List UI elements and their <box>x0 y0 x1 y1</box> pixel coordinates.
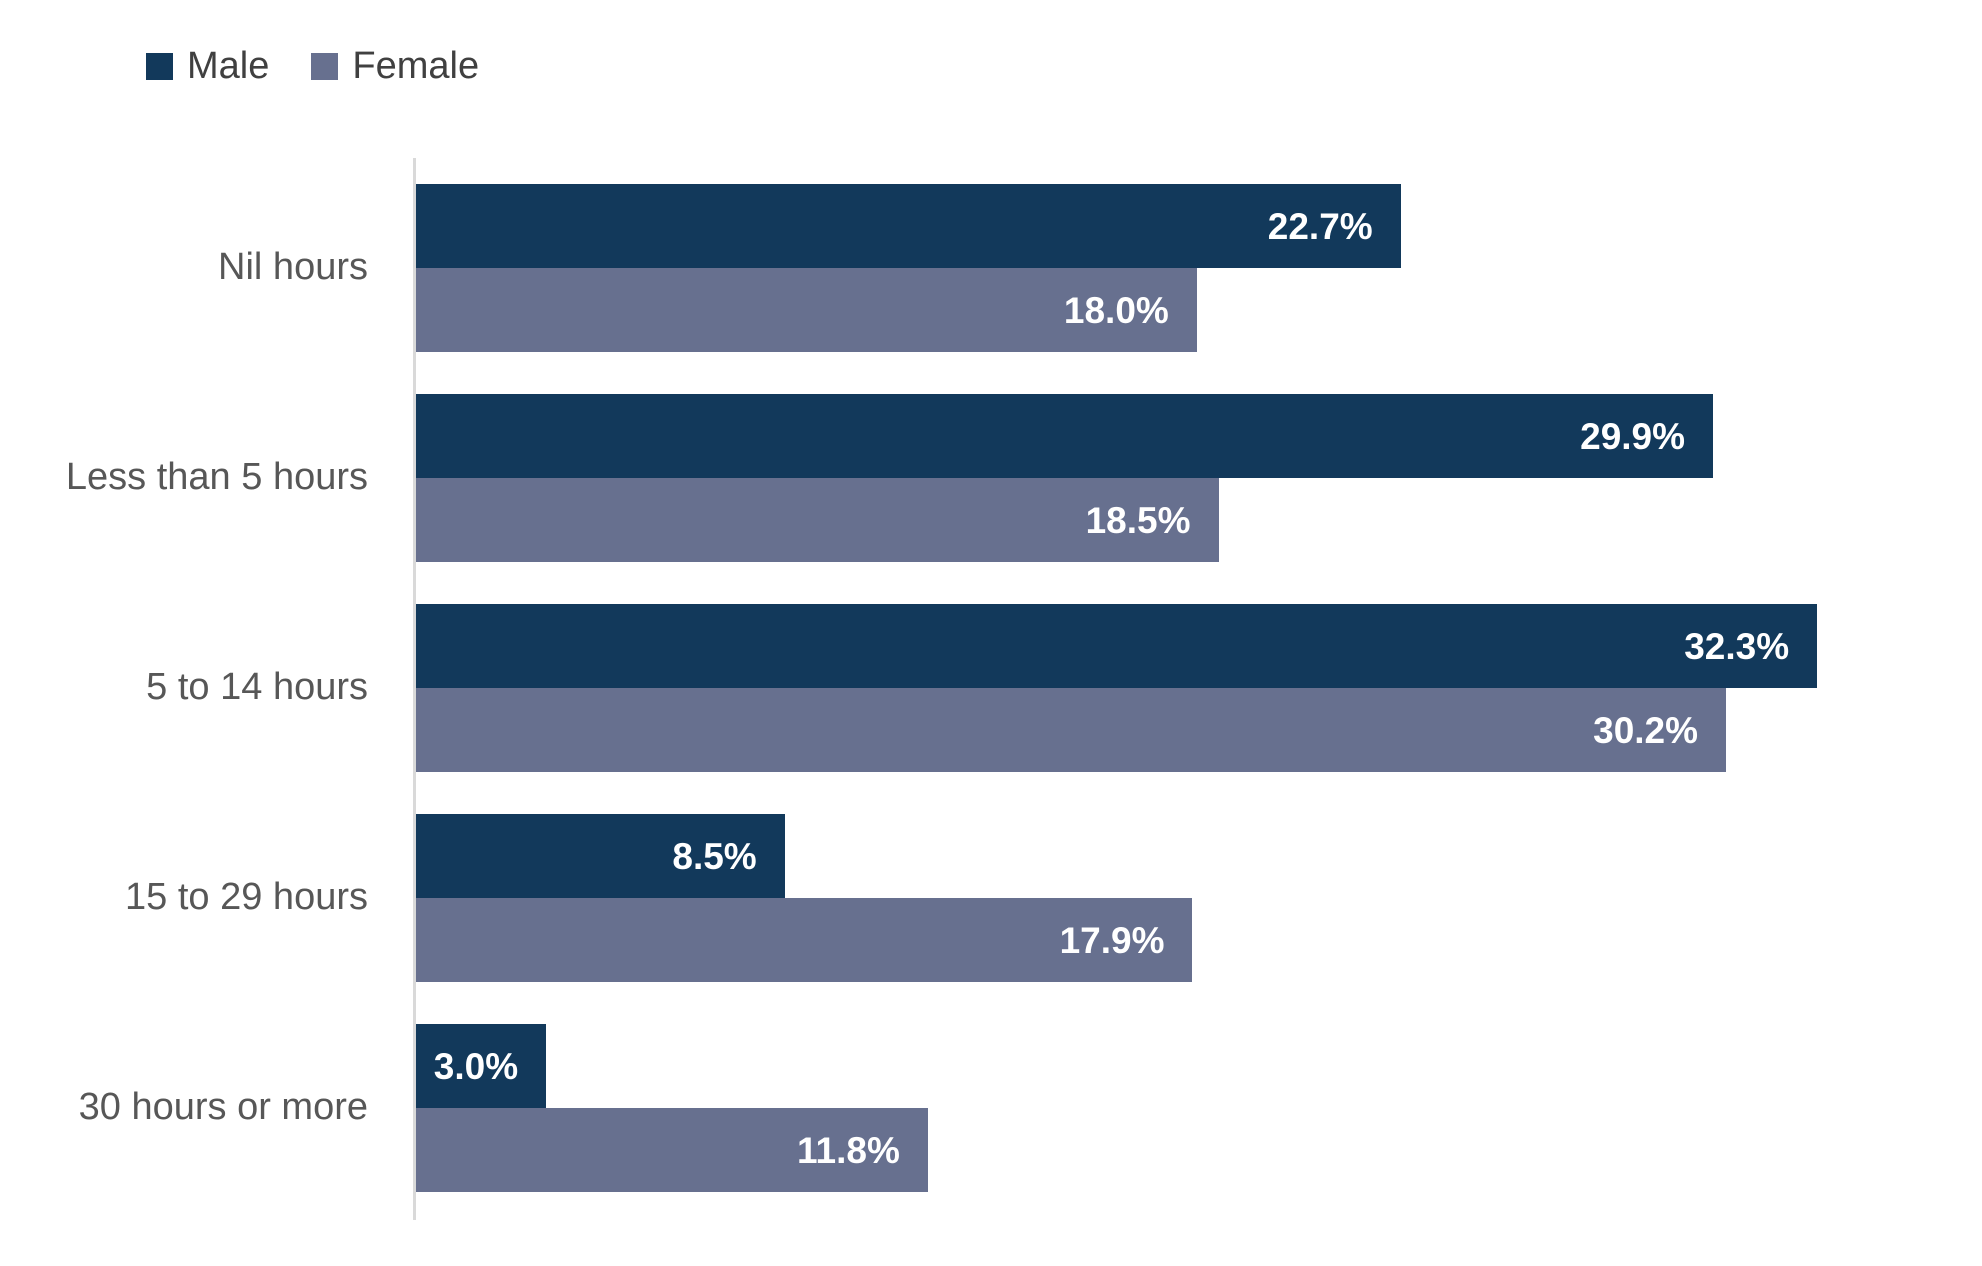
category-label: 30 hours or more <box>78 1086 368 1129</box>
male-bar: 8.5% <box>416 814 785 898</box>
female-legend-label: Female <box>352 45 480 87</box>
bar-group: 5 to 14 hours 32.3% 30.2% <box>0 604 1982 772</box>
bar-group: Nil hours 22.7% 18.0% <box>0 184 1982 352</box>
male-legend-label: Male <box>187 45 270 87</box>
female-bar: 11.8% <box>416 1108 928 1192</box>
female-value-label: 18.5% <box>1085 499 1191 541</box>
female-value-label: 18.0% <box>1063 289 1169 331</box>
male-bar: 3.0% <box>416 1024 547 1108</box>
male-value-label: 8.5% <box>672 835 757 877</box>
group-bars: 22.7% 18.0% <box>416 184 1982 352</box>
female-legend-swatch <box>311 52 339 80</box>
female-bar: 18.5% <box>416 478 1219 562</box>
category-label: 5 to 14 hours <box>146 666 368 709</box>
legend-item-female: Female <box>311 47 479 85</box>
female-bar: 30.2% <box>416 688 1727 772</box>
group-bars: 32.3% 30.2% <box>416 604 1982 772</box>
female-value-label: 17.9% <box>1059 919 1165 961</box>
bar-group: Less than 5 hours 29.9% 18.5% <box>0 394 1982 562</box>
y-axis-line <box>413 158 416 1220</box>
male-value-label: 3.0% <box>433 1045 519 1087</box>
female-value-label: 11.8% <box>797 1129 900 1171</box>
male-legend-swatch <box>146 52 173 80</box>
category-label: 15 to 29 hours <box>125 876 368 919</box>
female-value-label: 30.2% <box>1593 709 1699 751</box>
male-bar: 22.7% <box>416 184 1401 268</box>
male-value-label: 29.9% <box>1580 415 1686 457</box>
chart-legend: Male Female <box>0 0 1982 88</box>
category-label: Less than 5 hours <box>65 456 368 499</box>
plot-area: Nil hours 22.7% 18.0% Less than 5 hours … <box>0 158 1982 1220</box>
female-bar: 17.9% <box>416 898 1193 982</box>
male-value-label: 22.7% <box>1267 205 1373 247</box>
bar-group: 15 to 29 hours 8.5% 17.9% <box>0 814 1982 982</box>
male-bar: 29.9% <box>416 394 1714 478</box>
male-bar: 32.3% <box>416 604 1818 688</box>
male-value-label: 32.3% <box>1684 625 1790 667</box>
category-label: Nil hours <box>218 246 368 289</box>
group-bars: 29.9% 18.5% <box>416 394 1982 562</box>
bar-group: 30 hours or more 3.0% 11.8% <box>0 1024 1982 1192</box>
group-bars: 3.0% 11.8% <box>416 1024 1982 1192</box>
group-bars: 8.5% 17.9% <box>416 814 1982 982</box>
legend-item-male: Male <box>146 47 269 85</box>
female-bar: 18.0% <box>416 268 1197 352</box>
